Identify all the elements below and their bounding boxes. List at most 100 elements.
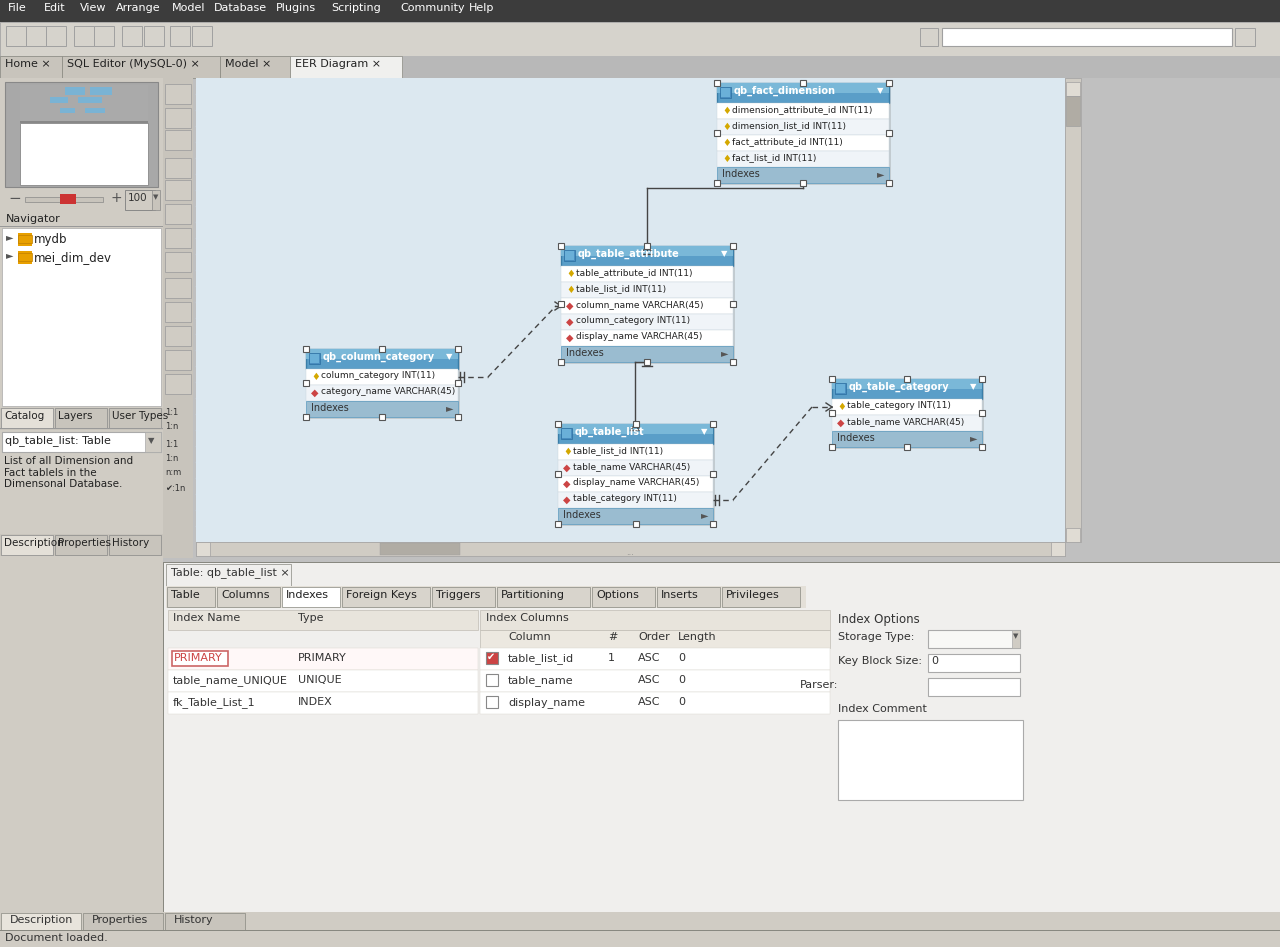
- FancyBboxPatch shape: [886, 130, 892, 136]
- Text: ♦: ♦: [563, 447, 572, 457]
- Text: qb_table_attribute: qb_table_attribute: [579, 249, 680, 259]
- Text: Arrange: Arrange: [116, 3, 160, 13]
- FancyBboxPatch shape: [152, 190, 160, 210]
- FancyBboxPatch shape: [109, 408, 161, 428]
- Text: Foreign Keys: Foreign Keys: [346, 590, 417, 600]
- Text: ▼: ▼: [970, 382, 977, 391]
- Text: Index Columns: Index Columns: [486, 613, 568, 623]
- Text: Catalog: Catalog: [4, 411, 45, 421]
- Text: User Types: User Types: [113, 411, 168, 421]
- FancyBboxPatch shape: [291, 56, 402, 78]
- Text: ♦: ♦: [722, 154, 731, 164]
- FancyBboxPatch shape: [306, 349, 458, 369]
- Text: Edit: Edit: [44, 3, 65, 13]
- FancyBboxPatch shape: [380, 543, 460, 555]
- Text: qb_column_category: qb_column_category: [323, 352, 435, 363]
- FancyBboxPatch shape: [730, 301, 736, 307]
- Text: qb_fact_dimension: qb_fact_dimension: [733, 86, 836, 97]
- Text: ▼: ▼: [1012, 633, 1019, 639]
- FancyBboxPatch shape: [168, 692, 477, 714]
- Text: dimension_attribute_id INT(11): dimension_attribute_id INT(11): [732, 105, 873, 114]
- Text: fk_Table_List_1: fk_Table_List_1: [173, 697, 256, 708]
- FancyBboxPatch shape: [836, 384, 845, 393]
- Text: Layers: Layers: [58, 411, 92, 421]
- FancyBboxPatch shape: [5, 82, 157, 187]
- FancyBboxPatch shape: [0, 562, 1280, 563]
- Text: List of all Dimension and
Fact tablels in the
Dimensonal Database.: List of all Dimension and Fact tablels i…: [4, 456, 133, 490]
- FancyBboxPatch shape: [979, 376, 986, 382]
- FancyBboxPatch shape: [829, 444, 835, 450]
- FancyBboxPatch shape: [220, 56, 291, 78]
- FancyBboxPatch shape: [832, 431, 982, 447]
- FancyBboxPatch shape: [1, 913, 81, 931]
- FancyBboxPatch shape: [306, 349, 458, 359]
- FancyBboxPatch shape: [564, 251, 573, 260]
- FancyBboxPatch shape: [558, 359, 564, 365]
- Text: 0: 0: [678, 675, 685, 685]
- Text: qb_table_category: qb_table_category: [849, 382, 950, 392]
- FancyBboxPatch shape: [0, 912, 1280, 934]
- Text: Options: Options: [596, 590, 639, 600]
- FancyBboxPatch shape: [0, 562, 1280, 947]
- Text: Table: qb_table_list ×: Table: qb_table_list ×: [172, 567, 289, 578]
- FancyBboxPatch shape: [0, 930, 1280, 947]
- Text: Key Block Size:: Key Block Size:: [838, 656, 922, 666]
- FancyBboxPatch shape: [904, 376, 910, 382]
- FancyBboxPatch shape: [721, 88, 730, 97]
- Text: Length: Length: [678, 632, 717, 642]
- FancyBboxPatch shape: [800, 80, 806, 86]
- Text: Columns: Columns: [221, 590, 270, 600]
- Text: Order: Order: [637, 632, 669, 642]
- Text: Home ×: Home ×: [5, 59, 51, 69]
- FancyBboxPatch shape: [558, 424, 713, 434]
- FancyBboxPatch shape: [486, 696, 498, 708]
- FancyBboxPatch shape: [0, 562, 163, 947]
- FancyBboxPatch shape: [558, 424, 713, 444]
- Text: Help: Help: [468, 3, 494, 13]
- FancyBboxPatch shape: [165, 350, 191, 370]
- FancyBboxPatch shape: [717, 167, 890, 183]
- FancyBboxPatch shape: [1066, 96, 1080, 126]
- Text: table_category INT(11): table_category INT(11): [573, 494, 677, 503]
- Text: ◆: ◆: [566, 317, 573, 327]
- FancyBboxPatch shape: [5, 190, 157, 212]
- FancyBboxPatch shape: [979, 444, 986, 450]
- FancyBboxPatch shape: [3, 432, 161, 452]
- FancyBboxPatch shape: [730, 359, 736, 365]
- FancyBboxPatch shape: [644, 359, 650, 365]
- FancyBboxPatch shape: [0, 226, 163, 227]
- FancyBboxPatch shape: [165, 108, 191, 128]
- Text: Type: Type: [298, 613, 324, 623]
- FancyBboxPatch shape: [0, 534, 163, 556]
- Text: ►: ►: [701, 510, 709, 520]
- Text: ◆: ◆: [837, 418, 845, 428]
- FancyBboxPatch shape: [561, 314, 733, 330]
- FancyBboxPatch shape: [717, 103, 890, 119]
- FancyBboxPatch shape: [486, 652, 498, 664]
- Text: Index Options: Index Options: [838, 613, 920, 626]
- FancyBboxPatch shape: [558, 508, 713, 524]
- FancyBboxPatch shape: [26, 197, 102, 202]
- FancyBboxPatch shape: [561, 330, 733, 346]
- Text: ▼: ▼: [445, 352, 453, 361]
- FancyBboxPatch shape: [196, 78, 1065, 542]
- FancyBboxPatch shape: [480, 610, 829, 630]
- FancyBboxPatch shape: [303, 414, 308, 420]
- Text: 0: 0: [678, 653, 685, 663]
- Text: Index Name: Index Name: [173, 613, 241, 623]
- FancyBboxPatch shape: [165, 180, 191, 200]
- FancyBboxPatch shape: [65, 87, 84, 95]
- Text: table_category INT(11): table_category INT(11): [847, 401, 951, 410]
- FancyBboxPatch shape: [838, 720, 1023, 800]
- FancyBboxPatch shape: [564, 250, 575, 261]
- Text: table_attribute_id INT(11): table_attribute_id INT(11): [576, 268, 692, 277]
- FancyBboxPatch shape: [800, 180, 806, 186]
- FancyBboxPatch shape: [109, 535, 161, 555]
- Text: ✔: ✔: [486, 652, 495, 662]
- FancyBboxPatch shape: [0, 930, 1280, 931]
- FancyBboxPatch shape: [0, 78, 163, 562]
- FancyBboxPatch shape: [558, 301, 564, 307]
- Text: display_name VARCHAR(45): display_name VARCHAR(45): [573, 478, 699, 487]
- FancyBboxPatch shape: [0, 428, 163, 429]
- Text: ♦: ♦: [722, 138, 731, 148]
